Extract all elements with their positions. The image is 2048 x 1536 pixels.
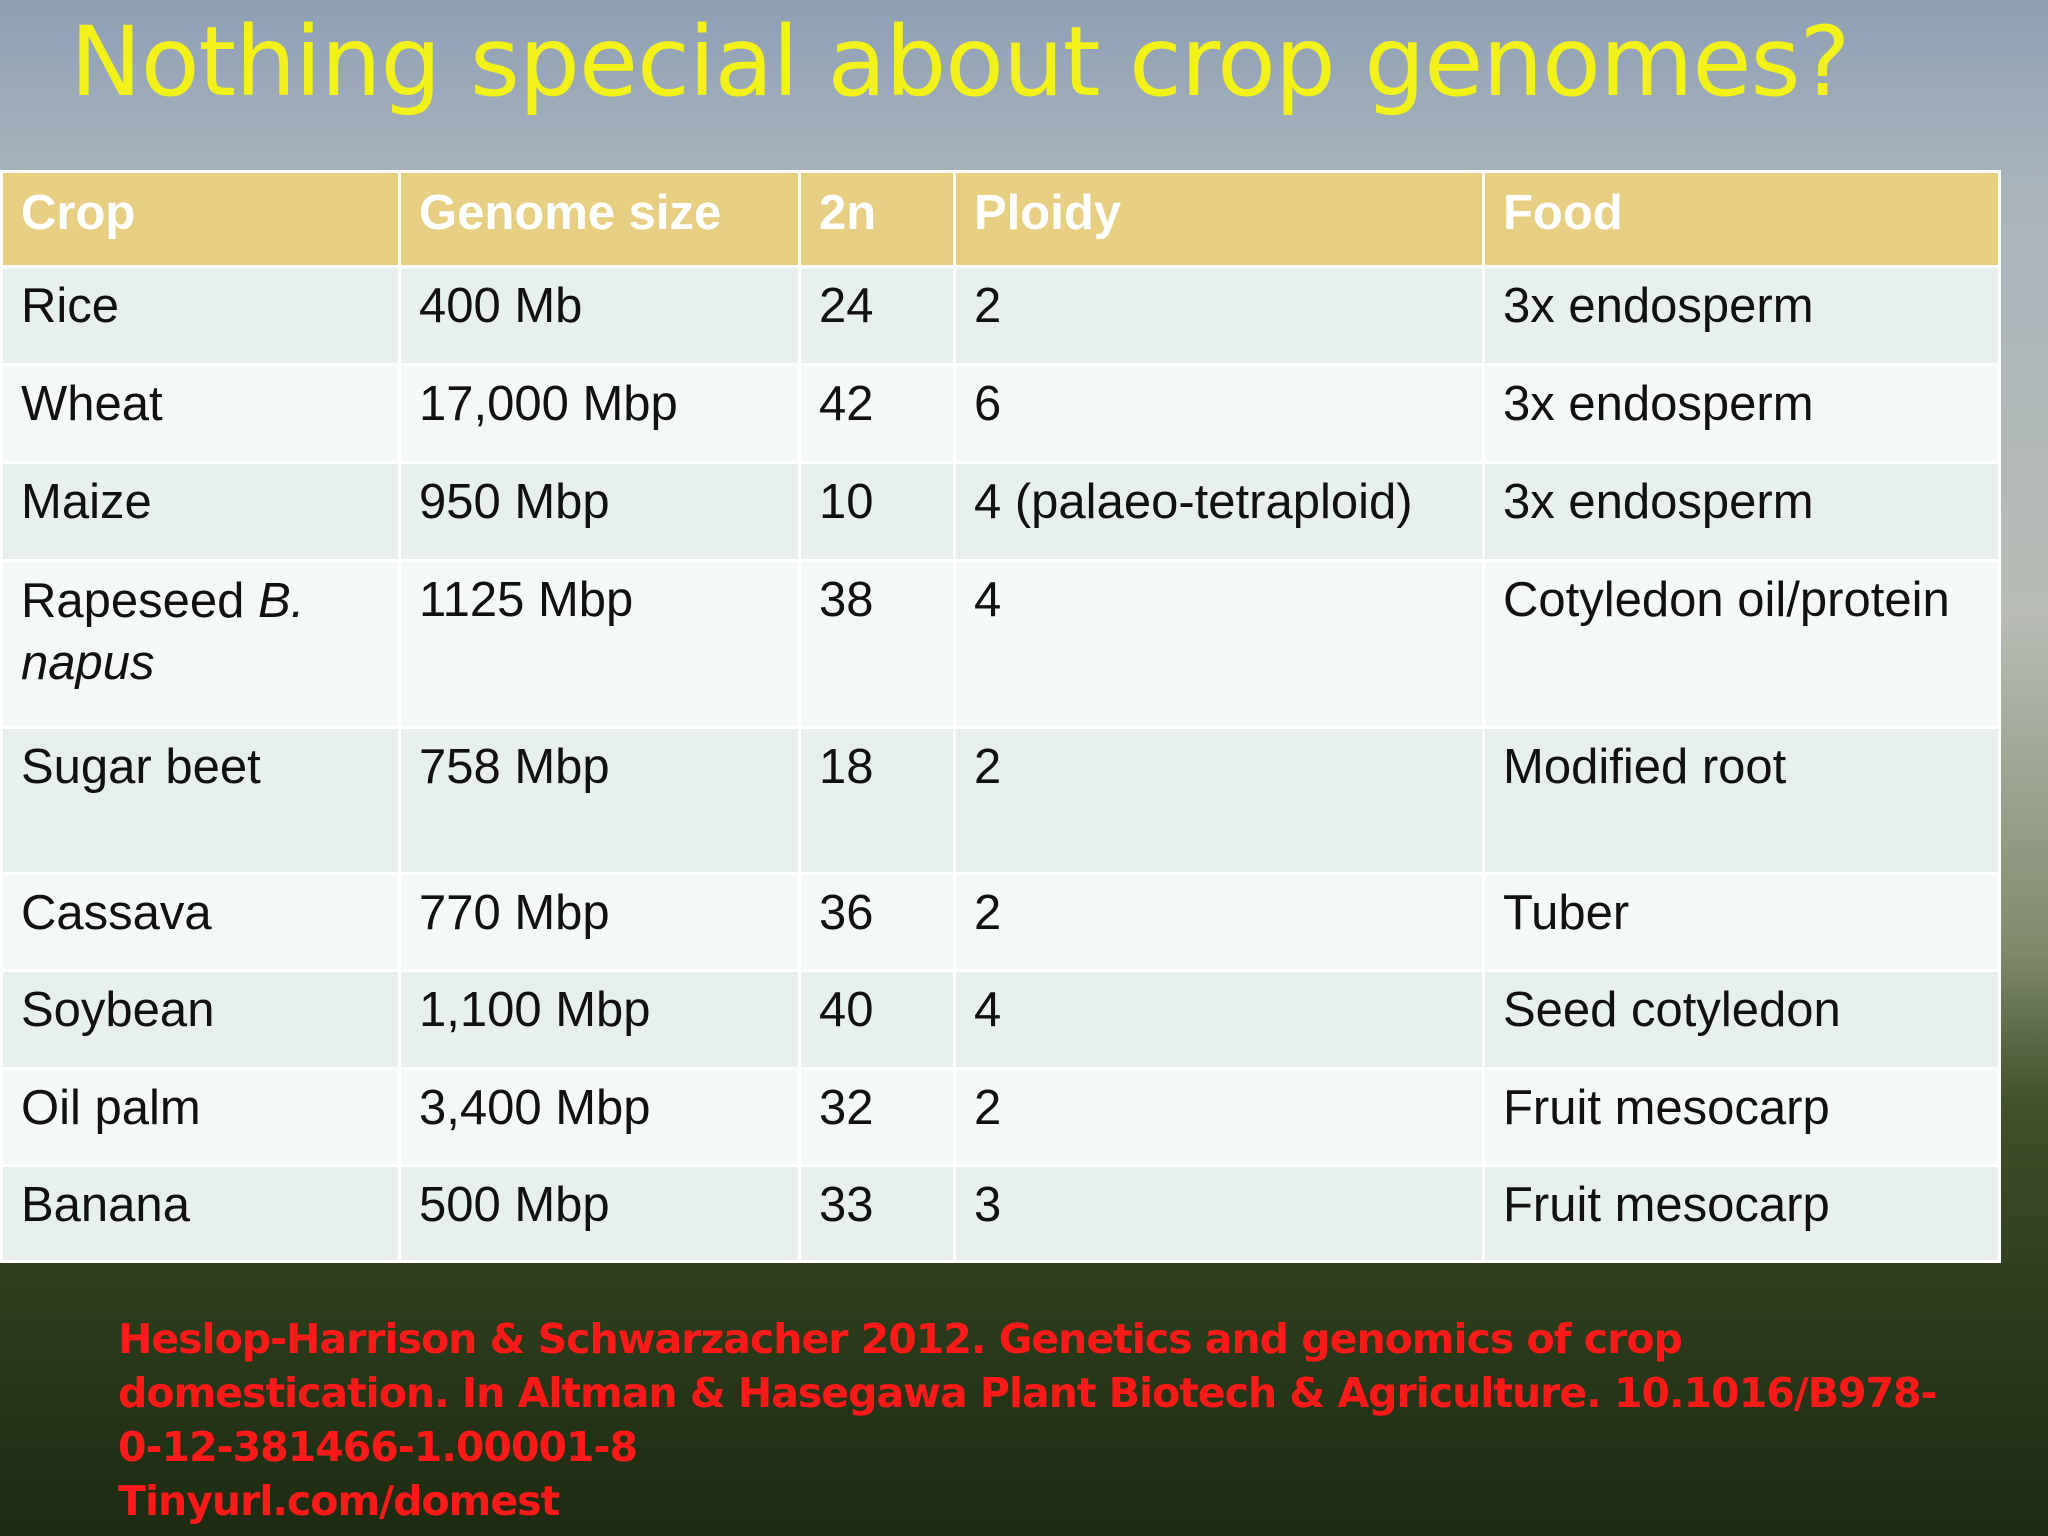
table-body: Rice 400 Mb 24 2 3x endosperm Wheat 17,000 Mbp… — [0, 265, 2001, 1263]
table-cell: 33 — [798, 1164, 956, 1263]
table-cell: Maize — [0, 461, 401, 562]
table-cell: 42 — [798, 363, 956, 464]
table-cell: Sugar beet — [0, 726, 401, 875]
citation-line: domestication. In Altman & Hasegawa Plan… — [118, 1369, 1938, 1417]
table-cell: Rice — [0, 265, 401, 366]
header-cell: Ploidy — [953, 170, 1485, 268]
table-row: Soybean 1,100 Mbp 40 4 Seed cotyledon — [0, 969, 2001, 1070]
table-cell: Modified root — [1482, 726, 2001, 875]
table-cell: Oil palm — [0, 1067, 401, 1167]
table-cell: 2 — [953, 872, 1485, 972]
table-cell: 3x endosperm — [1482, 461, 2001, 562]
table-cell: 3,400 Mbp — [398, 1067, 801, 1167]
table-cell: 4 — [953, 559, 1485, 729]
table-cell: 3x endosperm — [1482, 265, 2001, 366]
citation-line: Tinyurl.com/domest — [118, 1477, 560, 1525]
header-cell: Genome size — [398, 170, 801, 268]
table-cell: 10 — [798, 461, 956, 562]
table-cell: 4 (palaeo-tetraploid) — [953, 461, 1485, 562]
table-cell: Fruit mesocarp — [1482, 1164, 2001, 1263]
table-cell: Banana — [0, 1164, 401, 1263]
table-cell: 32 — [798, 1067, 956, 1167]
table-cell: 38 — [798, 559, 956, 729]
table-row: Banana 500 Mbp 33 3 Fruit mesocarp — [0, 1164, 2001, 1263]
slide-title: Nothing special about crop genomes? — [70, 6, 1850, 118]
table-cell: 2 — [953, 726, 1485, 875]
table-cell: 770 Mbp — [398, 872, 801, 972]
table-cell: 1125 Mbp — [398, 559, 801, 729]
table-row: Wheat 17,000 Mbp 42 6 3x endosperm — [0, 363, 2001, 464]
table-cell: 1,100 Mbp — [398, 969, 801, 1070]
table-row: Oil palm 3,400 Mbp 32 2 Fruit mesocarp — [0, 1067, 2001, 1167]
table-cell: 36 — [798, 872, 956, 972]
table-cell: 17,000 Mbp — [398, 363, 801, 464]
header-cell: 2n — [798, 170, 956, 268]
crop-table: Crop Genome size 2n Ploidy Food Rice 400 Mb 24… — [0, 170, 2001, 1263]
table-row: Maize 950 Mbp 10 4 (palaeo-tetraploid) 3x en… — [0, 461, 2001, 562]
table-cell: Tuber — [1482, 872, 2001, 972]
table-cell: 400 Mb — [398, 265, 801, 366]
table-row: Rapeseed B. napus 1125 Mbp 38 4 Cotyledon oi… — [0, 559, 2001, 729]
table-cell: Soybean — [0, 969, 401, 1070]
table-row: Cassava 770 Mbp 36 2 Tuber — [0, 872, 2001, 972]
table-cell: 3x endosperm — [1482, 363, 2001, 464]
table-cell: 950 Mbp — [398, 461, 801, 562]
table-row: Rice 400 Mb 24 2 3x endosperm — [0, 265, 2001, 366]
table-cell: 18 — [798, 726, 956, 875]
citation-line: 0-12-381466-1.00001-8 — [118, 1423, 638, 1471]
table-cell: 758 Mbp — [398, 726, 801, 875]
cell-italic-text: B. napus — [21, 574, 305, 690]
table-cell: 500 Mbp — [398, 1164, 801, 1263]
table-cell: Cotyledon oil/protein — [1482, 559, 2001, 729]
table-cell: 3 — [953, 1164, 1485, 1263]
cell-text: Rapeseed — [21, 574, 245, 628]
table-cell: 2 — [953, 1067, 1485, 1167]
table-cell: Rapeseed B. napus — [0, 559, 401, 729]
table-row: Sugar beet 758 Mbp 18 2 Modified root — [0, 726, 2001, 875]
table-cell: Wheat — [0, 363, 401, 464]
header-cell: Food — [1482, 170, 2001, 268]
header-row: Crop Genome size 2n Ploidy Food — [0, 170, 2001, 268]
header-cell: Crop — [0, 170, 401, 268]
table-cell: Cassava — [0, 872, 401, 972]
citation: Heslop-Harrison & Schwarzacher 2012. Gen… — [118, 1312, 1938, 1528]
table-cell: 6 — [953, 363, 1485, 464]
citation-line: Heslop-Harrison & Schwarzacher 2012. Gen… — [118, 1315, 1683, 1363]
table-cell: 24 — [798, 265, 956, 366]
table-cell: Seed cotyledon — [1482, 969, 2001, 1070]
table-cell: 4 — [953, 969, 1485, 1070]
table-cell: 2 — [953, 265, 1485, 366]
table-cell: 40 — [798, 969, 956, 1070]
table-cell: Fruit mesocarp — [1482, 1067, 2001, 1167]
